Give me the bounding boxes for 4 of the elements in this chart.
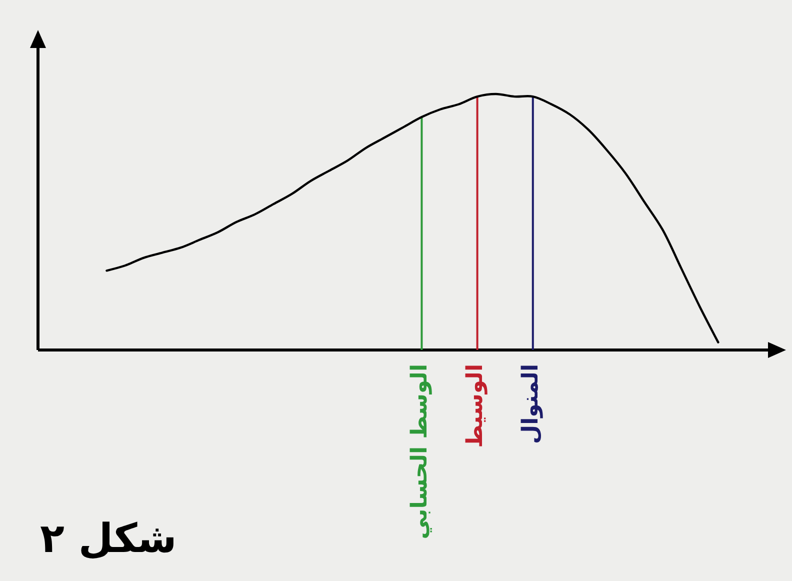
x-tick-label: الوسيط	[463, 364, 488, 448]
x-tick-label: الوسط الحسابي	[407, 364, 432, 540]
text: شكل ٢	[40, 516, 177, 562]
x-tick-label: المنوال	[518, 364, 544, 444]
